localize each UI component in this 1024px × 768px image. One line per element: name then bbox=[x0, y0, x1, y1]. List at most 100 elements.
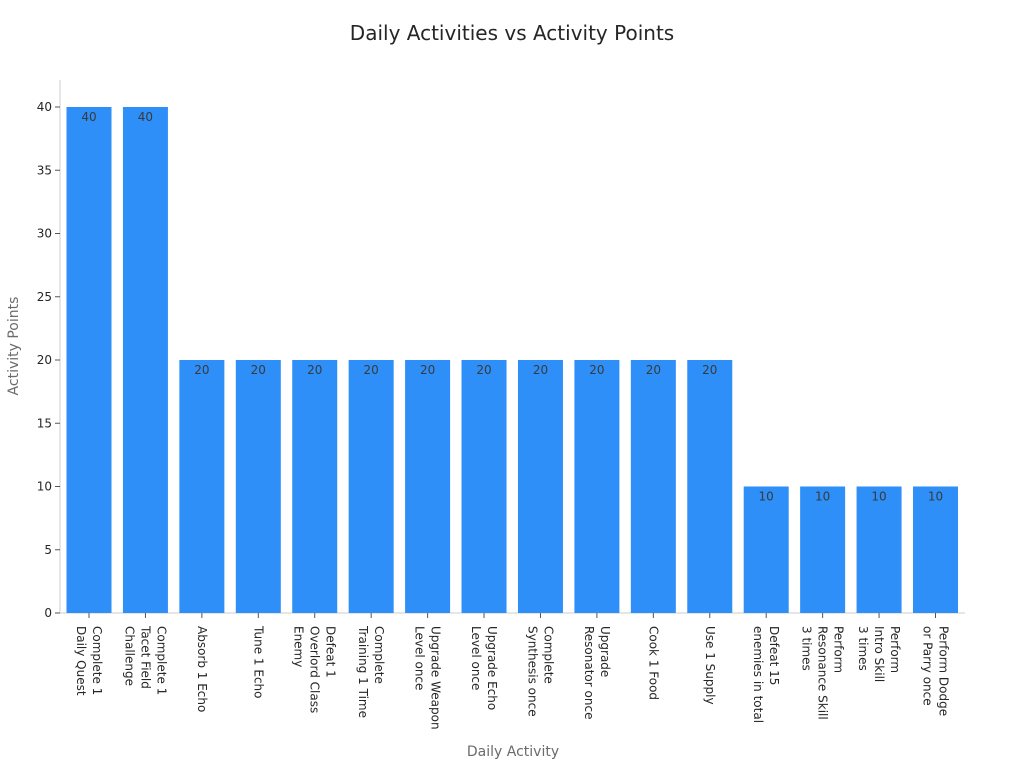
y-axis: 0 5 10 15 20 25 30 35 40 bbox=[37, 80, 61, 620]
y-ticks: 0 5 10 15 20 25 30 35 40 bbox=[37, 100, 60, 620]
x-tick-label-line: Daily Quest bbox=[74, 626, 88, 696]
bar-value-label: 20 bbox=[194, 363, 209, 377]
bar-value-label: 10 bbox=[815, 490, 830, 504]
y-tick-label: 15 bbox=[37, 416, 52, 430]
bar bbox=[743, 486, 789, 613]
x-tick-label-line: Perform bbox=[832, 626, 846, 673]
bar bbox=[687, 360, 733, 613]
x-tick-label: Absorb 1 Echo bbox=[195, 626, 209, 712]
bar bbox=[235, 360, 281, 613]
bar-value-label: 20 bbox=[702, 363, 717, 377]
x-tick-label-line: Use 1 Supply bbox=[703, 626, 717, 705]
bars bbox=[66, 107, 958, 613]
bar bbox=[517, 360, 563, 613]
x-axis-title: Daily Activity bbox=[467, 744, 559, 760]
bar-value-label: 10 bbox=[928, 490, 943, 504]
x-tick-label-line: Upgrade Weapon bbox=[429, 626, 443, 730]
x-axis bbox=[60, 612, 965, 618]
y-tick-label: 30 bbox=[37, 227, 52, 241]
y-tick-label: 35 bbox=[37, 163, 52, 177]
bar-value-label: 20 bbox=[476, 363, 491, 377]
bar bbox=[122, 107, 168, 613]
x-tick-label: Cook 1 Food bbox=[646, 626, 660, 700]
x-tick-label: Use 1 Supply bbox=[703, 626, 717, 705]
x-tick-label-line: Intro Skill bbox=[872, 626, 886, 682]
bar-value-label: 20 bbox=[307, 363, 322, 377]
bar-value-label: 20 bbox=[646, 363, 661, 377]
bar bbox=[630, 360, 676, 613]
bar bbox=[348, 360, 394, 613]
x-tick-label-line: or Parry once bbox=[921, 626, 935, 706]
y-tick-label: 20 bbox=[37, 353, 52, 367]
bar bbox=[913, 486, 958, 613]
y-tick-label: 10 bbox=[37, 480, 52, 494]
x-tick-label-line: Tacet Field bbox=[138, 625, 152, 689]
bar-value-label: 10 bbox=[871, 490, 886, 504]
data-labels: 40 40 20 20 20 20 20 20 20 20 20 20 10 10 10 10 bbox=[81, 110, 943, 504]
bar bbox=[292, 360, 338, 613]
x-tick-label-line: Tune 1 Echo bbox=[251, 625, 265, 699]
x-tick-label-line: enemies in total bbox=[751, 626, 765, 723]
y-axis-title: Activity Points bbox=[6, 297, 22, 396]
bar-value-label: 20 bbox=[589, 363, 604, 377]
bar bbox=[800, 486, 846, 613]
x-tick-label-line: Absorb 1 Echo bbox=[195, 626, 209, 712]
x-tick-label-line: Perform Dodge bbox=[937, 626, 951, 716]
y-tick-label: 0 bbox=[44, 606, 52, 620]
x-tick-label-line: Complete bbox=[541, 626, 555, 684]
bar bbox=[405, 360, 451, 613]
x-tick-label-line: Overlord Class bbox=[308, 626, 322, 713]
bar-value-label: 40 bbox=[81, 110, 96, 124]
bar bbox=[461, 360, 507, 613]
bar-value-label: 20 bbox=[533, 363, 548, 377]
x-ticks bbox=[88, 613, 936, 618]
x-tick-label-line: Defeat 1 bbox=[324, 626, 338, 678]
bar bbox=[66, 107, 112, 613]
x-tick-label-line: Enemy bbox=[292, 626, 306, 667]
x-tick-label-line: Upgrade bbox=[598, 626, 612, 677]
bar bbox=[574, 360, 620, 613]
chart-title: Daily Activities vs Activity Points bbox=[350, 21, 674, 45]
x-tick-label-line: Synthesis once bbox=[525, 626, 539, 717]
x-tick-label: Tune 1 Echo bbox=[251, 625, 265, 699]
x-tick-label-line: Complete 1 bbox=[154, 626, 168, 695]
x-tick-label-line: Level once bbox=[469, 626, 483, 690]
x-tick-label-line: Cook 1 Food bbox=[646, 626, 660, 700]
x-tick-label-line: Perform bbox=[888, 626, 902, 673]
x-tick-label-line: Complete 1 bbox=[90, 626, 104, 695]
bar-value-label: 20 bbox=[364, 363, 379, 377]
x-tick-label-line: 3 times bbox=[856, 626, 870, 671]
x-tick-label-line: Level once bbox=[413, 626, 427, 690]
x-tick-label-line: Defeat 15 bbox=[767, 626, 781, 685]
x-tick-label-line: 3 times bbox=[800, 626, 814, 671]
y-tick-label: 40 bbox=[37, 100, 52, 114]
y-tick-label: 25 bbox=[37, 290, 52, 304]
x-tick-label-line: Challenge bbox=[122, 626, 136, 686]
x-tick-label-line: Upgrade Echo bbox=[485, 626, 499, 710]
bar bbox=[179, 360, 225, 613]
bar-value-label: 20 bbox=[420, 363, 435, 377]
x-tick-label-line: Training 1 Time bbox=[356, 625, 370, 718]
x-tick-label-line: Resonance Skill bbox=[816, 626, 830, 720]
bar-value-label: 20 bbox=[251, 363, 266, 377]
bar-value-label: 10 bbox=[759, 490, 774, 504]
bar bbox=[856, 486, 902, 613]
y-tick-label: 5 bbox=[44, 543, 52, 557]
x-tick-label-line: Complete bbox=[372, 626, 386, 684]
bar-value-label: 40 bbox=[138, 110, 153, 124]
x-tick-label-line: Resonator once bbox=[582, 626, 596, 719]
